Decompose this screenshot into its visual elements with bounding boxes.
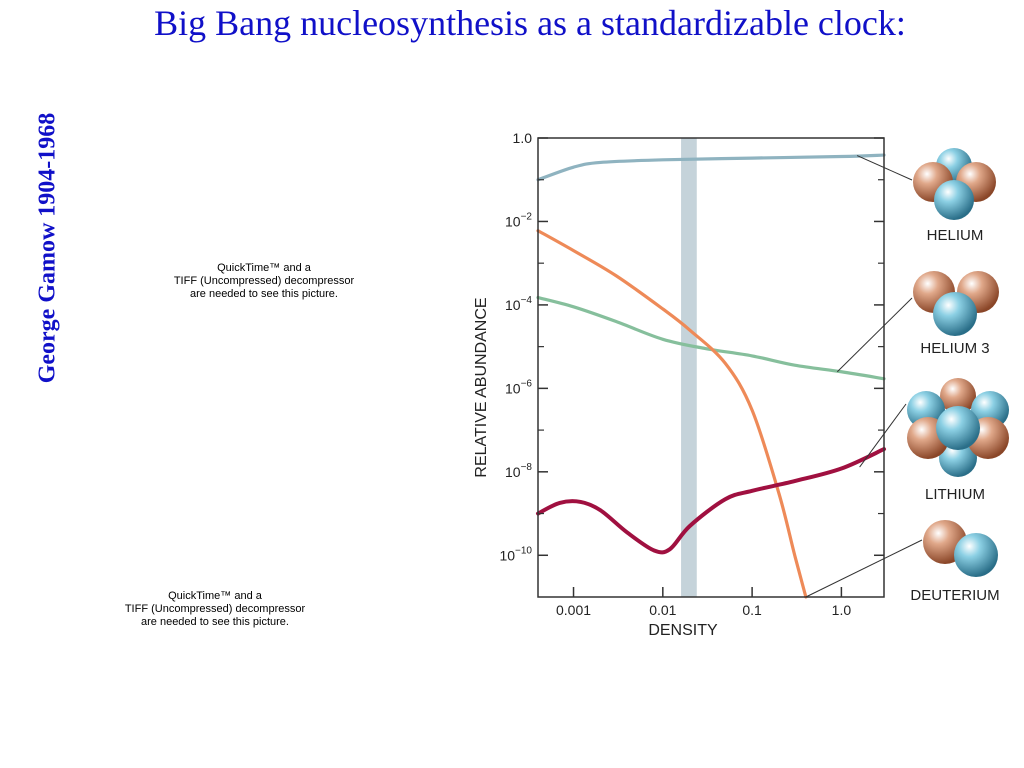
y-tick-label: 10−8 <box>505 462 532 480</box>
placeholder-line: TIFF (Uncompressed) decompressor <box>173 275 355 287</box>
ticks-layer: 1.0 10−2 10−4 10−6 10−8 10−10 0.001 0.01 0.1 1.0 <box>499 130 884 618</box>
x-tick-label: 1.0 <box>832 602 852 618</box>
series-layer <box>536 153 886 599</box>
label-deuterium: DEUTERIUM <box>910 587 999 604</box>
quicktime-placeholder-1: QuickTime™ and a TIFF (Uncompressed) dec… <box>140 262 388 301</box>
y-tick-label: 1.0 <box>513 130 533 146</box>
label-lithium: LITHIUM <box>925 486 985 503</box>
label-helium: HELIUM <box>927 227 984 244</box>
series-line-deuterium <box>536 229 808 599</box>
leader-line <box>805 539 923 598</box>
slide-title: Big Bang nucleosynthesis as a standardiz… <box>154 3 906 43</box>
label-helium-3: HELIUM 3 <box>920 340 989 357</box>
leader-line <box>856 155 913 181</box>
x-tick-label: 0.001 <box>556 602 591 618</box>
leader-line <box>836 297 913 373</box>
quicktime-placeholder-2: QuickTime™ and a TIFF (Uncompressed) dec… <box>110 590 320 629</box>
series-line-helium <box>536 153 886 182</box>
placeholder-line: QuickTime™ and a <box>217 262 311 274</box>
y-tick-label: 10−10 <box>499 545 532 563</box>
density-band <box>681 138 697 597</box>
y-axis-title: RELATIVE ABUNDANCE <box>473 297 490 477</box>
placeholder-line: QuickTime™ and a <box>168 590 262 602</box>
y-tick-label: 10−6 <box>505 378 532 396</box>
lithium-nucleus-icon <box>907 378 1009 477</box>
x-axis-title: DENSITY <box>648 622 718 639</box>
helium-nucleus-icon <box>913 148 996 220</box>
series-line-helium-3 <box>536 295 886 381</box>
leader-lines <box>805 155 923 598</box>
placeholder-line: are needed to see this picture. <box>190 288 338 300</box>
x-tick-label: 0.01 <box>649 602 676 618</box>
plot-frame <box>537 137 885 598</box>
y-tick-label: 10−4 <box>505 295 532 313</box>
placeholder-line: are needed to see this picture. <box>141 616 289 628</box>
series-line-lithium <box>536 447 886 555</box>
helium-3-nucleus-icon <box>913 271 999 336</box>
leader-line <box>859 403 907 468</box>
x-tick-label: 0.1 <box>742 602 762 618</box>
deuterium-nucleus-icon <box>923 520 998 577</box>
placeholder-line: TIFF (Uncompressed) decompressor <box>124 603 306 615</box>
y-tick-label: 10−2 <box>505 211 532 229</box>
